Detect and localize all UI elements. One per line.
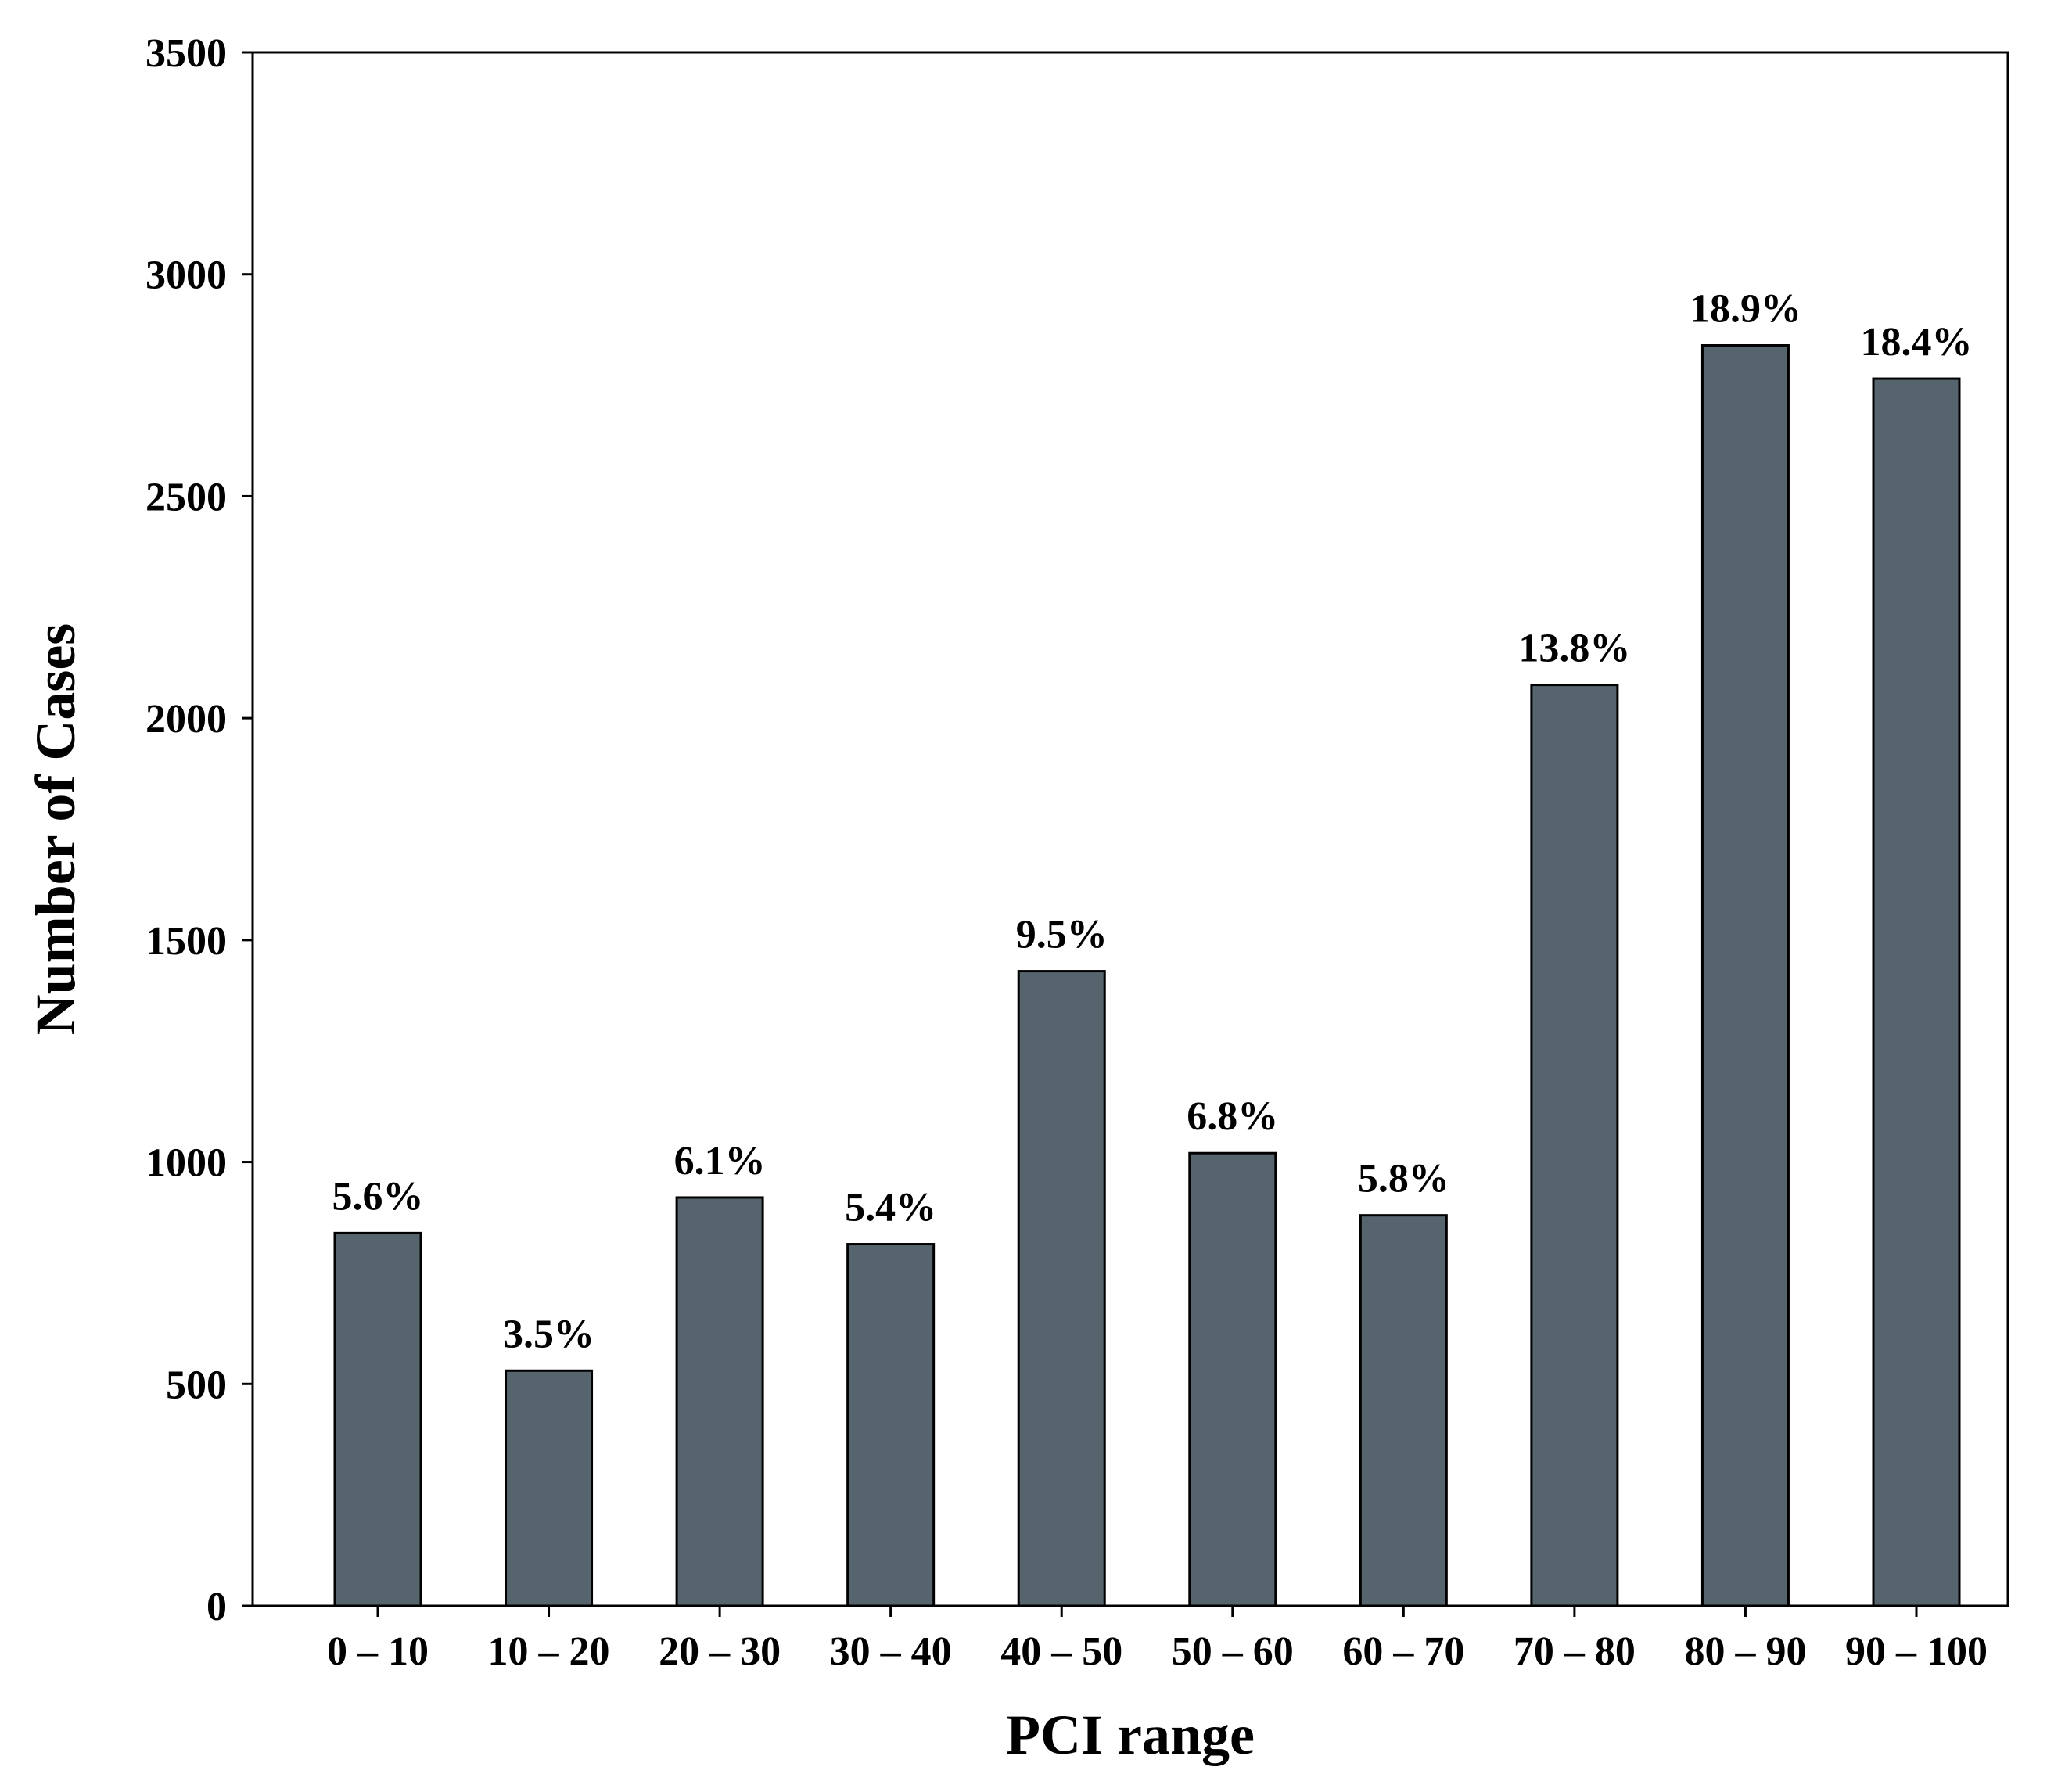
y-tick-label-1: 500 bbox=[166, 1363, 227, 1407]
data-label-6: 5.8% bbox=[1358, 1157, 1449, 1201]
x-tick-label-0: 0 – 10 bbox=[327, 1629, 429, 1674]
plot-frame bbox=[251, 51, 2009, 1607]
data-label-0: 5.6% bbox=[332, 1174, 424, 1219]
x-tick-label-6: 60 – 70 bbox=[1342, 1629, 1464, 1674]
bar-4 bbox=[1017, 970, 1106, 1607]
y-tick-label-0: 0 bbox=[206, 1585, 227, 1629]
y-tick-label-6: 3000 bbox=[145, 253, 227, 298]
y-tick-label-7: 3500 bbox=[145, 31, 227, 76]
x-tick-label-1: 10 – 20 bbox=[488, 1629, 610, 1674]
bar-6 bbox=[1359, 1214, 1448, 1607]
y-tick-label-4: 2000 bbox=[145, 697, 227, 742]
y-tick-label-2: 1000 bbox=[145, 1141, 227, 1186]
y-tick-label-5: 2500 bbox=[145, 475, 227, 519]
data-label-3: 5.4% bbox=[845, 1186, 936, 1230]
data-label-1: 3.5% bbox=[503, 1312, 594, 1356]
bar-1 bbox=[505, 1369, 594, 1607]
data-label-8: 18.9% bbox=[1690, 287, 1801, 332]
data-label-5: 6.8% bbox=[1187, 1094, 1278, 1139]
data-labels-group: 5.6% 3.5% 6.1% 5.4% 9.5% 6.8% 5.8% 13.8% 18.9% 18… bbox=[332, 287, 1973, 1357]
bar-7 bbox=[1530, 684, 1619, 1607]
x-axis-ticks: 0 – 10 10 – 20 20 – 30 30 – 40 40 – 50 50 – 6… bbox=[327, 1606, 1988, 1674]
x-tick-label-3: 30 – 40 bbox=[830, 1629, 952, 1674]
x-tick-label-8: 80 – 90 bbox=[1684, 1629, 1806, 1674]
x-tick-label-4: 40 – 50 bbox=[1000, 1629, 1122, 1674]
data-label-2: 6.1% bbox=[674, 1139, 766, 1183]
y-axis-label: Number of Cases bbox=[24, 623, 87, 1036]
data-label-9: 18.4% bbox=[1861, 320, 1973, 365]
x-tick-label-2: 20 – 30 bbox=[659, 1629, 781, 1674]
data-label-7: 13.8% bbox=[1518, 627, 1630, 671]
x-axis-label: PCI range bbox=[1006, 1704, 1255, 1766]
bar-2 bbox=[675, 1196, 764, 1607]
data-label-4: 9.5% bbox=[1016, 913, 1108, 957]
x-tick-label-7: 70 – 80 bbox=[1514, 1629, 1636, 1674]
y-tick-label-3: 1500 bbox=[145, 919, 227, 964]
bar-0 bbox=[333, 1231, 422, 1607]
x-tick-label-5: 50 – 60 bbox=[1172, 1629, 1294, 1674]
bar-5 bbox=[1188, 1151, 1277, 1607]
bar-3 bbox=[846, 1243, 936, 1607]
y-axis-ticks: 0 500 1000 1500 2000 2500 3000 3500 bbox=[145, 31, 253, 1629]
bar-9 bbox=[1872, 377, 1961, 1607]
bars-group bbox=[333, 344, 1961, 1607]
bar-8 bbox=[1700, 344, 1790, 1607]
x-tick-label-9: 90 – 100 bbox=[1845, 1629, 1988, 1674]
